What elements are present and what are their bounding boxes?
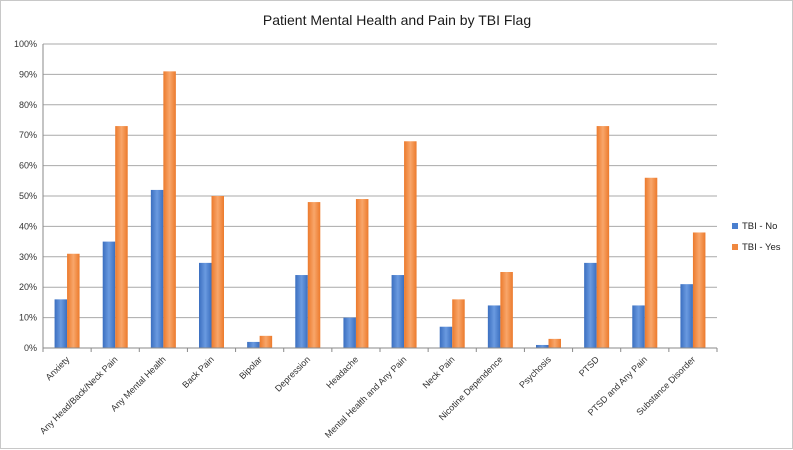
x-category-label: Neck Pain <box>421 354 457 390</box>
bar-tbi-no <box>343 317 356 348</box>
bar-tbi-yes <box>163 71 176 349</box>
y-tick-label: 50% <box>19 191 37 201</box>
y-tick-label: 0% <box>24 343 37 353</box>
bar-tbi-yes <box>500 272 513 348</box>
x-category-label: Depression <box>273 354 312 393</box>
y-tick-label: 30% <box>19 252 37 262</box>
legend-label: TBI - Yes <box>742 242 781 253</box>
bar-tbi-yes <box>355 199 369 348</box>
x-category-label: Psychosis <box>517 354 553 390</box>
x-category-label: Back Pain <box>180 354 216 390</box>
axes <box>42 44 718 352</box>
bar-tbi-no <box>680 284 693 348</box>
legend-swatch <box>732 223 738 229</box>
bar-tbi-no <box>150 189 164 348</box>
bars <box>54 71 706 349</box>
y-tick-label: 20% <box>19 282 37 292</box>
legend-label: TBI - No <box>742 221 777 232</box>
bar-tbi-no <box>584 262 597 348</box>
bar-tbi-no <box>391 275 405 348</box>
gridlines <box>43 43 717 319</box>
bar-tbi-yes <box>307 202 321 348</box>
y-tick-label: 40% <box>19 221 37 231</box>
legend: TBI - No TBI - Yes <box>732 221 781 253</box>
bar-tbi-no <box>439 326 453 348</box>
y-tick-label: 100% <box>14 39 37 49</box>
legend-swatch <box>732 244 738 250</box>
bar-tbi-no <box>536 344 549 348</box>
bar-tbi-no <box>487 305 501 348</box>
y-tick-label: 60% <box>19 161 37 171</box>
bar-tbi-no <box>247 341 260 348</box>
bar-tbi-yes <box>596 126 610 348</box>
bar-tbi-no <box>54 299 68 348</box>
y-tick-label: 80% <box>19 100 37 110</box>
bar-tbi-no <box>102 241 116 348</box>
x-category-label: Bipolar <box>237 354 264 381</box>
bar-tbi-no <box>632 305 645 348</box>
bar-tbi-yes <box>644 177 658 348</box>
x-category-label: Mental Health and Any Pain <box>323 354 409 440</box>
x-category-label: Headache <box>324 354 360 390</box>
x-category-label: Anxiety <box>44 354 72 382</box>
y-tick-label: 90% <box>19 69 37 79</box>
x-category-label: PTSD <box>577 354 601 378</box>
y-tick-label: 70% <box>19 130 37 140</box>
bar-tbi-yes <box>67 253 80 348</box>
bar-tbi-yes <box>404 141 417 348</box>
bar-tbi-yes <box>452 299 465 348</box>
bar-tbi-yes <box>692 232 706 348</box>
bar-tbi-yes <box>259 335 273 348</box>
bar-tbi-yes <box>548 338 561 348</box>
bar-tbi-no <box>199 262 212 348</box>
y-tick-label: 10% <box>19 313 37 323</box>
y-axis-tick-labels: 0% 10% 20% 30% 40% 50% 60% 70% 80% 90% 100% <box>14 39 37 353</box>
chart-title: Patient Mental Health and Pain by TBI Fl… <box>263 12 531 28</box>
bar-tbi-yes <box>115 126 128 348</box>
bar-tbi-yes <box>211 196 224 348</box>
x-category-label: Any Head/Back/Neck Pain <box>38 354 120 436</box>
bar-tbi-no <box>295 275 308 348</box>
